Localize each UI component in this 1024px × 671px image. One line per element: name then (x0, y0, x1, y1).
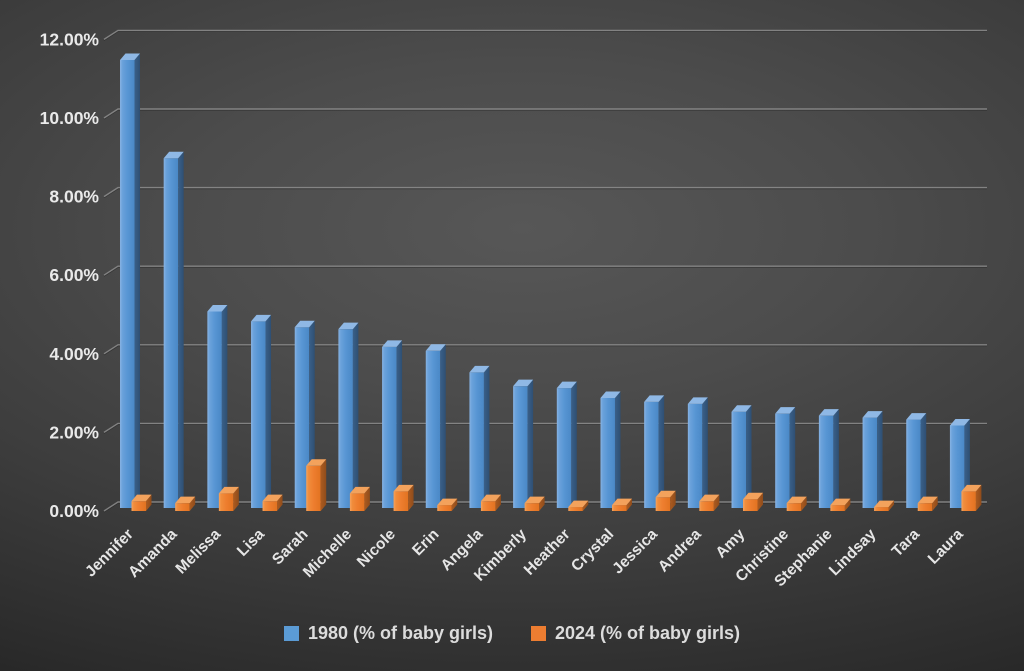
y-axis-tick-2.00%: 2.00% (49, 422, 99, 442)
gridline-8.00% (103, 186, 987, 198)
x-axis-label-laura: Laura (925, 526, 967, 568)
bar-2024-amy[interactable] (743, 492, 764, 511)
x-axis-label-lisa: Lisa (234, 526, 268, 560)
bar-2024-christine[interactable] (786, 496, 807, 511)
bar-2024-tara[interactable] (917, 496, 938, 511)
bar-2024-heather[interactable] (568, 500, 589, 511)
bar-2024-andrea[interactable] (699, 494, 720, 511)
bar-1980-christine[interactable] (775, 407, 796, 508)
chart-legend: 1980 (% of baby girls) 2024 (% of baby g… (0, 615, 1024, 651)
gridline-10.00% (103, 108, 987, 119)
gridline-shadow (103, 423, 987, 434)
bar-1980-tara[interactable] (906, 413, 927, 508)
x-axis-label-amy: Amy (713, 526, 749, 562)
bar-2024-nicole[interactable] (393, 484, 414, 511)
x-axis-label-erin: Erin (409, 526, 442, 559)
bar-2024-melissa[interactable] (218, 486, 239, 511)
bar-2024-lisa[interactable] (262, 494, 283, 511)
x-axis-label-sarah: Sarah (269, 526, 311, 568)
bar-2024-angela[interactable] (480, 494, 501, 511)
x-axis-label-lindsay: Lindsay (826, 526, 880, 580)
gridline-shadow (103, 30, 987, 41)
bar-1980-angela[interactable] (469, 365, 490, 508)
y-axis-tick-0.00%: 0.00% (49, 501, 99, 521)
bar-2024-lindsay[interactable] (874, 500, 895, 511)
bar-1980-andrea[interactable] (687, 397, 708, 508)
gridline-shadow (103, 345, 987, 356)
bar-2024-sarah[interactable] (306, 459, 327, 511)
x-axis-label-jessica: Jessica (609, 526, 661, 578)
gridline-shadow (103, 188, 987, 199)
x-axis-label-amanda: Amanda (125, 526, 181, 582)
y-axis-tick-4.00%: 4.00% (49, 344, 99, 364)
bar-1980-lisa[interactable] (251, 314, 272, 508)
gridline-6.00% (103, 265, 987, 276)
gridline-shadow (103, 109, 987, 120)
x-axis-label-andrea: Andrea (655, 526, 705, 576)
bar-1980-amanda[interactable] (163, 151, 184, 509)
x-axis-label-heather: Heather (521, 526, 574, 579)
y-axis-tick-6.00%: 6.00% (49, 265, 99, 285)
x-axis-label-nicole: Nicole (354, 526, 399, 571)
bar-1980-michelle[interactable] (338, 322, 359, 508)
legend-item-1980[interactable]: 1980 (% of baby girls) (283, 622, 493, 644)
bar-2024-laura[interactable] (961, 484, 982, 511)
bar-1980-jessica[interactable] (644, 395, 665, 508)
bar-2024-erin[interactable] (437, 498, 458, 511)
legend-item-2024[interactable]: 2024 (% of baby girls) (531, 623, 740, 644)
bar-2024-crystal[interactable] (611, 498, 632, 511)
y-axis-tick-12.00%: 12.00% (40, 29, 100, 49)
bar-1980-jennifer[interactable] (120, 53, 140, 508)
legend-label-1980: 1980 (% of baby girls) (307, 622, 493, 643)
bar-1980-lindsay[interactable] (862, 411, 883, 508)
legend-swatch-2024-icon (531, 625, 546, 641)
bar-1980-melissa[interactable] (207, 305, 228, 508)
x-axis-label-tara: Tara (889, 526, 924, 561)
gridline-shadow (103, 266, 987, 277)
bar-2024-jessica[interactable] (655, 490, 676, 511)
y-axis-tick-10.00%: 10.00% (40, 108, 100, 128)
bar-1980-kimberly[interactable] (513, 379, 534, 508)
bar-1980-crystal[interactable] (600, 391, 621, 508)
bar-2024-michelle[interactable] (349, 486, 370, 511)
legend-label-2024: 2024 (% of baby girls) (555, 622, 741, 643)
bar-2024-stephanie[interactable] (830, 498, 851, 511)
x-axis-label-michelle: Michelle (300, 526, 356, 582)
bar-1980-stephanie[interactable] (818, 409, 839, 508)
gridline-4.00% (103, 344, 987, 355)
legend-swatch-1980-icon (283, 625, 299, 641)
bar-1980-erin[interactable] (425, 344, 446, 508)
x-axis-label-crystal: Crystal (568, 526, 617, 575)
y-axis-tick-8.00%: 8.00% (49, 187, 99, 207)
bar-1980-heather[interactable] (556, 381, 577, 508)
gridline-12.00% (103, 29, 987, 40)
bar-2024-kimberly[interactable] (524, 496, 545, 511)
x-axis-label-melissa: Melissa (173, 526, 225, 578)
bar-2024-amanda[interactable] (175, 496, 196, 511)
bar-2024-jennifer[interactable] (131, 494, 152, 511)
bar-1980-amy[interactable] (731, 405, 752, 508)
bar-1980-nicole[interactable] (382, 340, 403, 508)
